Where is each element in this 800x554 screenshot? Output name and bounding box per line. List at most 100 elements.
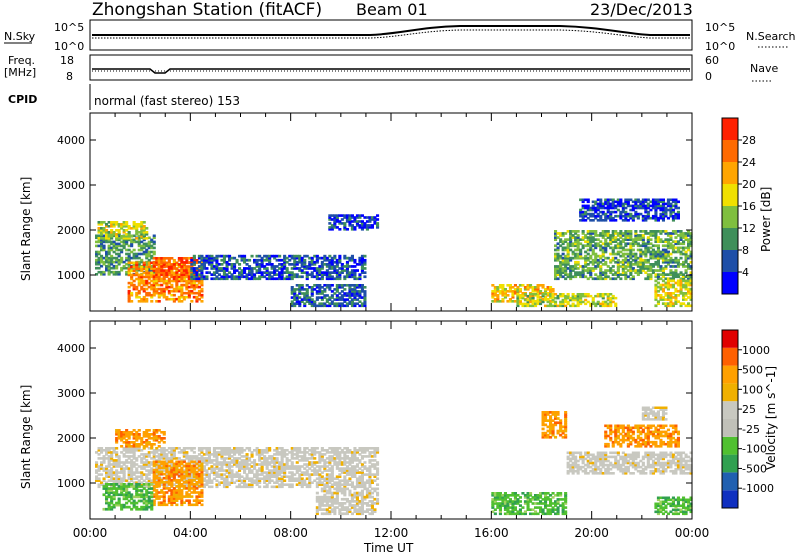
data-cell [243,469,247,472]
data-cell [616,267,620,270]
data-cell [325,304,329,308]
data-cell [330,449,334,452]
data-cell [112,221,116,224]
data-cell [295,263,299,266]
data-cell [609,219,613,222]
data-cell [142,431,146,434]
data-cell [142,237,146,240]
data-cell [295,294,299,297]
data-cell [621,206,625,210]
data-cell [265,463,269,466]
data-cell [631,242,635,246]
data-cell [651,269,655,272]
data-cell [270,473,274,476]
data-cell [649,204,653,208]
data-cell [228,254,232,258]
data-cell [102,248,106,252]
data-cell [619,254,623,258]
data-cell [235,459,239,462]
data-cell [343,461,347,464]
data-cell [591,277,595,281]
data-cell [671,285,675,289]
data-cell [167,259,171,262]
data-cell [228,275,232,279]
data-cell [117,229,121,232]
data-cell [298,467,302,470]
data-cell [626,214,630,218]
data-cell [581,206,585,210]
data-cell [315,275,319,279]
data-cell [611,236,615,239]
data-cell [496,286,500,289]
data-cell [631,263,635,266]
data-cell [238,457,242,460]
data-cell [95,262,99,266]
data-cell [611,216,615,220]
data-cell [192,463,196,466]
data-cell [157,259,161,262]
data-cell [222,275,226,279]
data-cell [147,461,151,464]
data-cell [330,483,334,486]
data-cell [313,451,317,454]
data-cell [591,240,595,243]
data-cell [559,240,563,243]
data-cell [112,447,116,450]
data-cell [624,277,628,281]
data-cell [195,273,199,276]
data-cell [684,234,688,237]
data-cell [283,271,287,274]
data-cell [112,250,116,254]
data-cell [305,296,309,299]
data-cell [205,469,209,472]
data-cell [95,258,99,262]
data-cell [629,236,633,239]
data-cell [360,481,364,484]
data-cell [360,214,364,217]
data-cell [614,271,618,274]
data-cell [536,292,540,295]
data-cell [137,437,141,440]
data-cell [102,273,106,276]
data-cell [328,473,332,476]
data-cell [273,449,277,452]
data-cell [258,477,262,480]
data-cell [105,258,109,262]
data-cell [654,254,658,258]
data-cell [584,214,588,218]
data-cell [611,198,615,202]
data-cell [127,258,131,262]
data-cell [217,267,221,270]
data-cell [564,294,568,298]
data-cell [162,269,166,272]
data-cell [238,277,242,281]
data-cell [343,298,347,301]
data-cell [503,288,507,291]
data-cell [541,300,545,304]
data-cell [135,457,139,460]
power-colorbar-tick-label: 28 [742,134,756,147]
data-cell [368,485,372,489]
data-cell [581,269,585,272]
data-cell [539,298,543,302]
data-cell [559,294,563,298]
data-cell [212,455,216,458]
data-cell [155,261,159,264]
data-cell [112,473,116,476]
data-cell [142,238,146,242]
data-cell [197,467,201,470]
data-cell [335,275,339,279]
data-cell [165,269,169,272]
data-cell [656,240,660,243]
data-cell [338,284,342,287]
data-cell [130,293,134,297]
data-cell [112,246,116,250]
data-cell [330,267,334,270]
data-cell [591,269,595,272]
data-cell [140,279,144,283]
data-cell [666,242,670,246]
data-cell [105,254,109,258]
data-cell [107,237,111,240]
data-cell [360,449,364,452]
data-cell [122,260,126,264]
